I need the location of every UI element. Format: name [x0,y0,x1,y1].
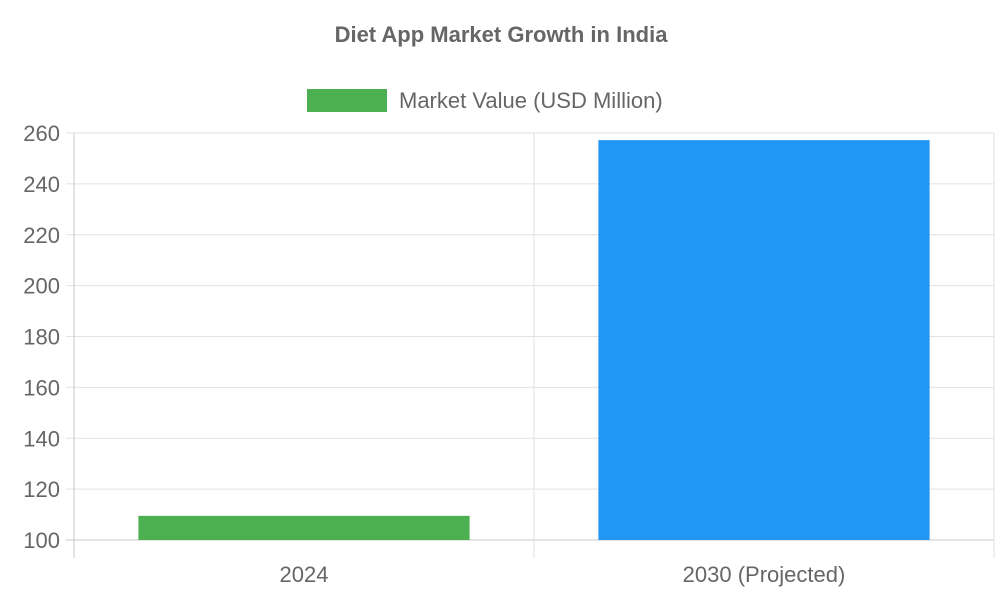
x-tick-label: 2030 (Projected) [683,562,846,587]
bar-0[interactable] [138,515,470,540]
y-tick-label: 120 [23,477,60,502]
x-axis-tick-labels: 2024 2030 (Projected) [280,562,846,587]
y-tick-label: 160 [23,375,60,400]
y-tick-label: 100 [23,528,60,553]
x-tick-label: 2024 [280,562,329,587]
legend-label: Market Value (USD Million) [399,88,663,113]
y-tick-label: 240 [23,172,60,197]
y-tick-label: 260 [23,121,60,146]
y-tick-label: 140 [23,426,60,451]
y-tick-label: 200 [23,274,60,299]
y-tick-label: 180 [23,325,60,350]
bar-1[interactable] [598,140,930,540]
chart-title: Diet App Market Growth in India [335,22,669,47]
bars [138,140,930,540]
y-axis-tick-labels: 100 120 140 160 180 200 220 240 260 [23,121,60,553]
y-tick-label: 220 [23,223,60,248]
gridlines [66,132,994,541]
legend-swatch [307,89,387,112]
axes [73,133,995,558]
legend[interactable]: Market Value (USD Million) [307,88,663,113]
